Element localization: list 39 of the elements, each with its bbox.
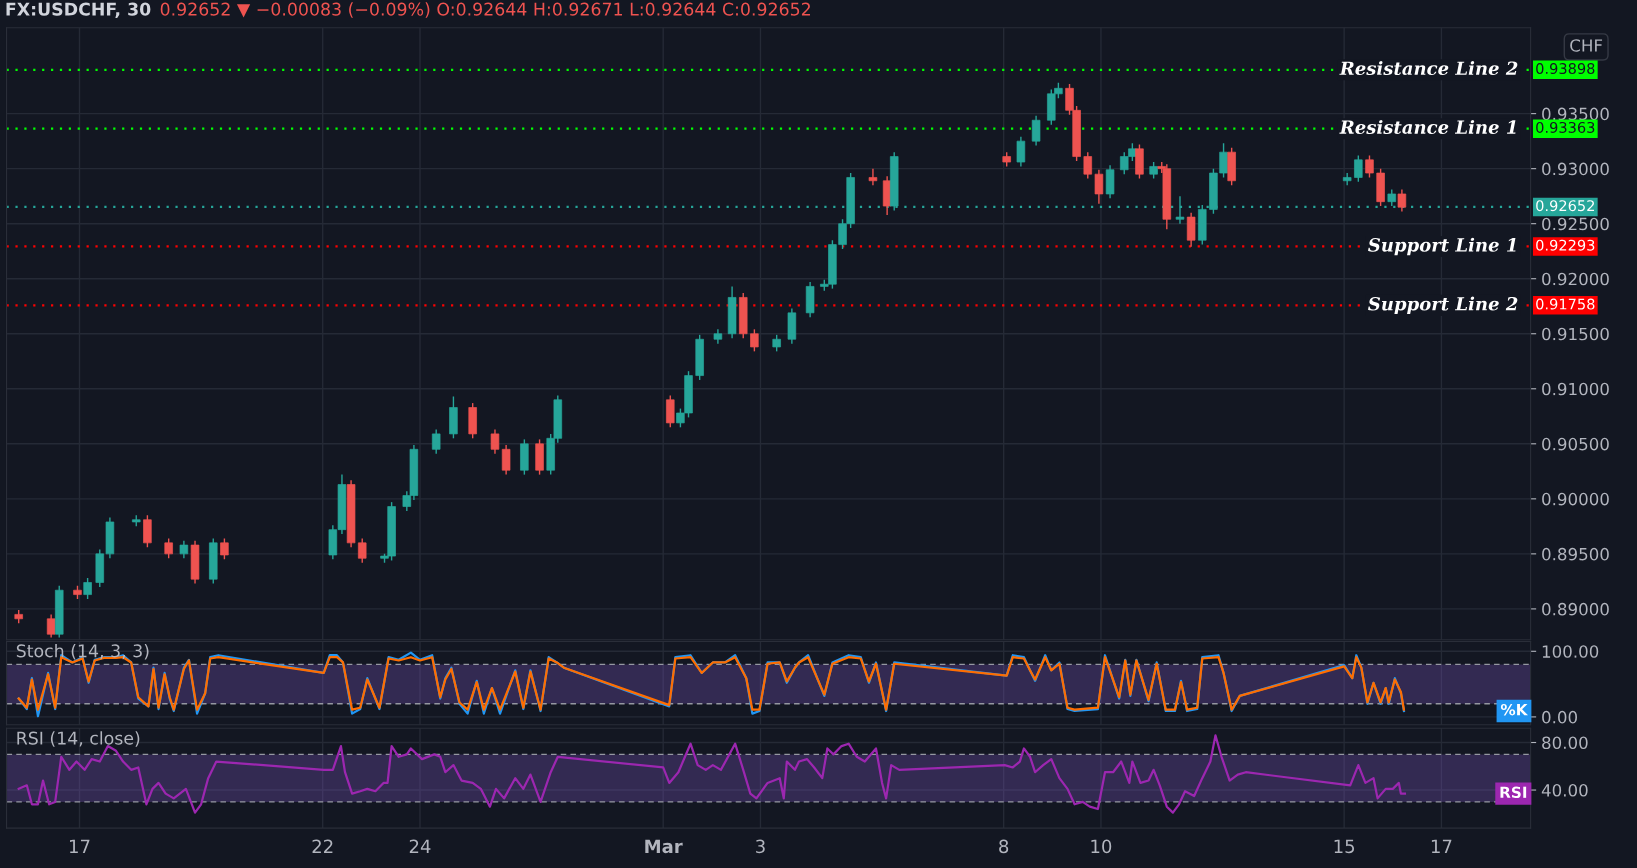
y-tick-label: 0.92000 (1542, 272, 1609, 286)
chart-title: RSI (14, close) (17, 731, 140, 747)
y-tick-label: 100.00 (1542, 645, 1599, 658)
y-tick-label: 80.00 (1542, 736, 1588, 750)
x-tick-label: 8 (999, 839, 1009, 854)
x-tick-label: 24 (409, 839, 431, 853)
text: 0.91758 (1536, 298, 1595, 310)
y-tick-label: 0.90500 (1542, 437, 1609, 451)
text: 0.92652 (1536, 200, 1595, 212)
x-tick-label: 22 (312, 839, 333, 853)
y-tick-label: 0.90000 (1542, 492, 1609, 506)
y-tick-label: 0.00 (1542, 710, 1578, 724)
x-tick-label: 15 (1334, 839, 1355, 854)
x-tick-label: 3 (756, 839, 765, 854)
text: RSI (1500, 786, 1527, 799)
x-tick-label: Mar (645, 839, 683, 854)
text: 0.93898 (1536, 63, 1595, 75)
y-tick-label: 0.91500 (1542, 327, 1609, 341)
text: 0.92293 (1536, 239, 1595, 251)
chart-subtitle: 0.92652 ▼ −0.00083 (−0.09%) O:0.92644 H:0.92671 L:0.92644 C:0.92652 (160, 2, 810, 18)
ref-line-label: Support Line 1 (1368, 237, 1516, 256)
y-tick-label: 0.91000 (1542, 382, 1609, 396)
y-tick-label: 40.00 (1541, 784, 1588, 797)
x-tick-label: 17 (70, 839, 90, 853)
text: 0.93363 (1536, 121, 1595, 133)
x-tick-label: 10 (1091, 839, 1112, 854)
y-tick-label: 0.93000 (1542, 162, 1609, 176)
y-tick-label: 0.93500 (1542, 107, 1609, 121)
ref-line-label: Resistance Line 2 (1339, 61, 1518, 76)
y-tick-label: 0.89000 (1542, 602, 1609, 616)
text: %K (1500, 703, 1529, 716)
ref-line-label: Support Line 2 (1368, 296, 1518, 315)
chart-title: Stoch (14, 3, 3) (16, 643, 149, 660)
y-tick-label: 0.92500 (1542, 217, 1609, 231)
ref-line-label: Resistance Line 1 (1339, 119, 1516, 134)
chart-title: FX:USDCHF, 30 (6, 2, 151, 18)
y-axis-title: CHF (1570, 39, 1603, 52)
x-tick-label: 17 (1431, 839, 1452, 853)
y-tick-label: 0.89500 (1542, 547, 1609, 561)
